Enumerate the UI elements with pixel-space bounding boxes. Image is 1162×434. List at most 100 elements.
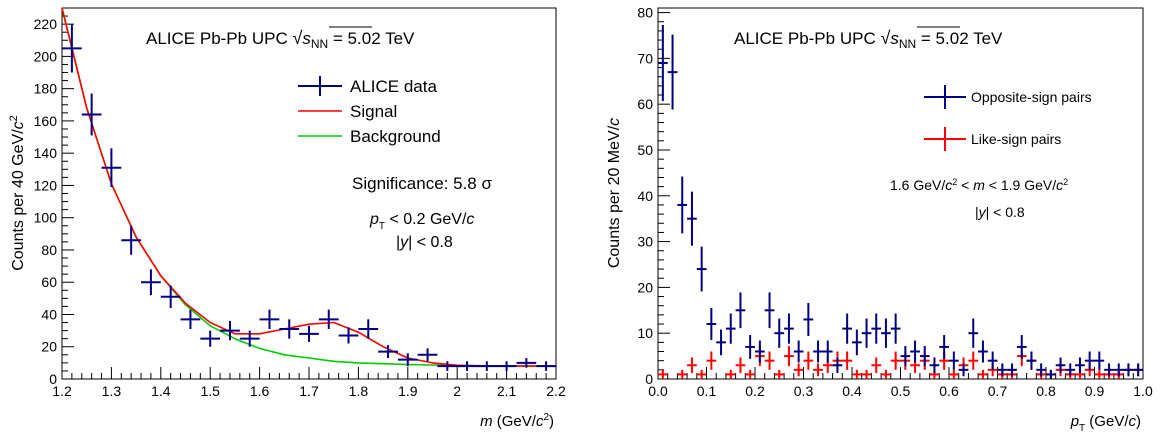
left-x-tick-label: 2.1 bbox=[497, 383, 517, 399]
opposite-sign-point bbox=[1026, 351, 1037, 370]
like-sign-point bbox=[784, 346, 794, 367]
like-sign-point bbox=[677, 369, 688, 379]
opposite-sign-point bbox=[1075, 357, 1085, 374]
left-banner: ALICE Pb-Pb UPC √sNN = 5.02 TeV bbox=[146, 28, 415, 51]
svg-text:Background: Background bbox=[350, 127, 441, 146]
left-x-axis: 1.2 1.3 1.4 1.5 1.6 1.7 1.8 1.9 2 2.1 2.2 bbox=[52, 367, 566, 399]
right-banner: ALICE Pb-Pb UPC √sNN = 5.02 TeV bbox=[734, 28, 1003, 51]
right-y-tick-label: 60 bbox=[637, 96, 653, 112]
like-sign-point bbox=[890, 351, 901, 370]
like-sign-point bbox=[658, 369, 668, 379]
data-point bbox=[180, 309, 201, 329]
left-x-tick-label: 1.7 bbox=[299, 383, 319, 399]
left-y-tick-label: 0 bbox=[49, 371, 57, 387]
right-x-tick-label: 0.4 bbox=[842, 383, 862, 399]
left-y-axis: 0 20 40 60 80 100 120 140 160 180 200 220 bbox=[34, 15, 74, 387]
opposite-sign-point bbox=[706, 308, 717, 341]
opposite-sign-point bbox=[725, 313, 736, 344]
opposite-sign-point bbox=[813, 340, 823, 363]
data-point bbox=[220, 320, 240, 341]
like-sign-point bbox=[725, 369, 736, 379]
data-point bbox=[358, 319, 379, 339]
right-y-tick-label: 50 bbox=[637, 142, 653, 158]
left-y-tick-label: 60 bbox=[41, 274, 57, 290]
opposite-sign-point bbox=[687, 191, 697, 246]
left-pt-cut-label: pT < 0.2 GeV/c bbox=[369, 211, 474, 232]
data-point bbox=[141, 269, 161, 296]
like-sign-point bbox=[813, 363, 823, 377]
legend-entry-signal: Signal bbox=[298, 102, 397, 121]
right-x-axis-title: pT (GeV/c) bbox=[1070, 413, 1141, 434]
right-y-axis-title: Counts per 20 MeV/c bbox=[606, 118, 623, 268]
svg-text:Like-sign pairs: Like-sign pairs bbox=[971, 131, 1061, 147]
like-sign-point bbox=[696, 369, 707, 379]
left-plot-frame bbox=[61, 7, 557, 380]
data-point bbox=[279, 319, 300, 339]
opposite-sign-point bbox=[1094, 351, 1105, 370]
like-sign-point bbox=[871, 357, 882, 374]
data-point bbox=[417, 348, 438, 362]
data-point bbox=[200, 330, 221, 347]
left-x-tick-label: 1.9 bbox=[398, 383, 418, 399]
like-sign-point bbox=[793, 363, 804, 377]
opposite-sign-point bbox=[822, 340, 833, 363]
opposite-sign-point bbox=[677, 176, 688, 234]
left-y-tick-label: 80 bbox=[41, 242, 57, 258]
data-point bbox=[378, 345, 398, 359]
left-x-tick-label: 1.6 bbox=[250, 383, 270, 399]
left-x-tick-label: 1.8 bbox=[349, 383, 369, 399]
svg-text:Signal: Signal bbox=[350, 102, 397, 121]
left-y-axis-title: Counts per 40 GeV/c2 bbox=[8, 115, 27, 271]
opposite-sign-point bbox=[881, 318, 891, 348]
data-point bbox=[397, 353, 418, 367]
right-x-tick-label: 0.6 bbox=[939, 383, 959, 399]
like-sign-point bbox=[881, 369, 891, 379]
right-y-tick-label: 10 bbox=[637, 325, 653, 341]
opposite-sign-point bbox=[667, 34, 678, 110]
opposite-sign-point bbox=[1046, 369, 1056, 379]
data-point bbox=[121, 225, 142, 255]
legend-entry-alice-data: ALICE data bbox=[298, 76, 437, 96]
opposite-sign-point bbox=[939, 335, 949, 359]
opposite-sign-point bbox=[997, 363, 1008, 377]
left-x-tick-label: 1.2 bbox=[52, 383, 72, 399]
opposite-sign-point bbox=[968, 318, 979, 348]
left-y-tick-label: 40 bbox=[41, 306, 57, 322]
left-x-tick-label: 1.4 bbox=[151, 383, 171, 399]
data-point bbox=[536, 361, 556, 371]
svg-text:ALICE data: ALICE data bbox=[350, 77, 437, 96]
left-y-tick-label: 180 bbox=[34, 81, 58, 97]
opposite-sign-point bbox=[958, 363, 969, 377]
data-point bbox=[476, 361, 497, 371]
data-point bbox=[338, 327, 359, 344]
data-point bbox=[299, 325, 319, 342]
data-point bbox=[457, 361, 477, 371]
opposite-sign-point bbox=[755, 340, 765, 363]
opposite-sign-point bbox=[658, 24, 668, 101]
opposite-sign-point bbox=[890, 313, 901, 344]
opposite-sign-point bbox=[871, 313, 882, 344]
opposite-sign-point bbox=[764, 292, 775, 329]
like-sign-point bbox=[735, 357, 746, 374]
right-data-points bbox=[658, 24, 1143, 379]
right-x-tick-label: 0.0 bbox=[648, 383, 668, 399]
data-point bbox=[101, 148, 122, 188]
right-x-tick-label: 0.3 bbox=[794, 383, 814, 399]
svg-text:Opposite-sign pairs: Opposite-sign pairs bbox=[971, 89, 1092, 105]
left-y-tick-label: 20 bbox=[41, 339, 57, 355]
opposite-sign-point bbox=[861, 318, 872, 348]
right-y-tick-label: 0 bbox=[645, 371, 653, 387]
right-x-tick-label: 0.1 bbox=[697, 383, 717, 399]
right-x-tick-label: 0.7 bbox=[988, 383, 1008, 399]
left-y-tick-label: 100 bbox=[34, 210, 58, 226]
data-point bbox=[81, 93, 102, 136]
right-x-tick-label: 0.8 bbox=[1036, 383, 1056, 399]
like-sign-point bbox=[745, 369, 755, 379]
opposite-sign-point bbox=[735, 292, 746, 329]
opposite-sign-point bbox=[793, 340, 804, 363]
mass-window-label: 1.6 GeV/c2 < m < 1.9 GeV/c2 bbox=[890, 177, 1068, 193]
data-point bbox=[437, 361, 458, 371]
right-y-tick-label: 20 bbox=[637, 279, 653, 295]
right-legend: Opposite-sign pairs Like-sign pairs bbox=[924, 85, 1092, 151]
left-x-tick-label: 2 bbox=[453, 383, 461, 399]
